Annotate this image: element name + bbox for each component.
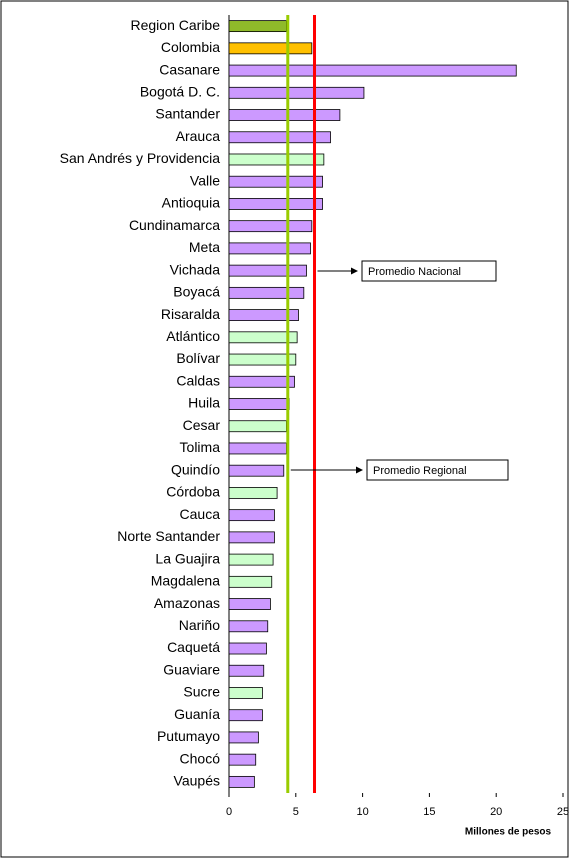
y-tick-label: Cesar <box>183 417 221 433</box>
bar <box>228 86 365 99</box>
bar <box>228 131 331 144</box>
bar <box>228 175 323 188</box>
bar <box>228 775 255 788</box>
annotation-text: Promedio Nacional <box>368 266 461 278</box>
y-tick-label: Atlántico <box>166 328 220 344</box>
bar <box>228 464 285 477</box>
bar <box>228 331 298 344</box>
bar <box>228 620 269 633</box>
y-tick-label: Vaupés <box>174 773 220 789</box>
bar <box>228 598 271 610</box>
y-tick-label: Huila <box>188 395 220 411</box>
y-tick-label: Guaviare <box>163 661 220 677</box>
y-tick-label: Cauca <box>180 506 221 522</box>
bar <box>228 753 257 766</box>
bar <box>228 353 297 366</box>
bar <box>228 309 299 321</box>
y-tick-label: Norte Santander <box>117 528 220 544</box>
x-tick-label: 5 <box>293 806 299 818</box>
bar <box>228 687 263 699</box>
bar <box>228 420 287 433</box>
y-tick-label: Tolima <box>180 439 221 455</box>
y-tick-label: Nariño <box>179 617 220 633</box>
y-tick-label: San Andrés y Providencia <box>60 150 221 166</box>
y-tick-label: Casanare <box>159 61 220 77</box>
y-tick-label: Chocó <box>180 750 221 766</box>
x-tick-label: 0 <box>226 806 232 818</box>
y-tick-label: Bogotá D. C. <box>140 84 220 100</box>
bar <box>228 42 313 55</box>
x-axis-label: Millones de pesos <box>465 827 552 838</box>
y-tick-label: Arauca <box>176 128 221 144</box>
bar <box>228 109 341 121</box>
annotation-box <box>361 260 497 282</box>
bar <box>228 731 259 744</box>
bar <box>228 398 290 410</box>
arrow-head <box>356 466 363 474</box>
bar <box>228 286 305 299</box>
bar <box>228 64 517 77</box>
y-tick-label: Putumayo <box>157 728 220 744</box>
x-tick-label: 25 <box>557 806 569 818</box>
bar <box>228 531 275 544</box>
y-tick-label: Meta <box>189 239 220 255</box>
bar <box>228 553 274 566</box>
y-tick-label: Valle <box>190 172 220 188</box>
y-tick-label: Antioquia <box>162 195 221 211</box>
bar <box>228 487 278 499</box>
y-tick-label: Amazonas <box>154 595 220 611</box>
y-tick-label: Vichada <box>170 261 221 277</box>
y-tick-label: Santander <box>155 106 220 122</box>
y-tick-label: La Guajira <box>155 550 220 566</box>
y-tick-label: Cundinamarca <box>129 217 220 233</box>
bar <box>228 575 273 588</box>
y-tick-label: Bolívar <box>176 350 220 366</box>
bar <box>228 242 311 255</box>
y-tick-label: Magdalena <box>151 573 220 589</box>
y-tick-label: Region Caribe <box>131 17 221 33</box>
y-tick-label: Quindío <box>171 461 220 477</box>
y-tick-label: Caldas <box>176 372 220 388</box>
bar <box>228 375 295 388</box>
y-tick-label: Risaralda <box>161 306 220 322</box>
y-tick-label: Sucre <box>183 684 220 700</box>
bar <box>228 642 267 655</box>
bar <box>228 153 325 166</box>
x-tick-label: 20 <box>490 806 502 818</box>
bar <box>228 220 313 233</box>
bar <box>228 442 287 455</box>
bar <box>228 664 265 677</box>
bar <box>228 709 263 722</box>
y-tick-label: Guanía <box>174 706 220 722</box>
x-tick-label: 15 <box>423 806 435 818</box>
bar <box>228 198 323 210</box>
y-tick-label: Boyacá <box>173 284 220 300</box>
y-tick-label: Córdoba <box>166 484 220 500</box>
bar <box>228 20 287 33</box>
annotation-box <box>366 459 509 481</box>
bar <box>228 264 307 277</box>
y-tick-label: Caquetá <box>167 639 220 655</box>
bar <box>228 509 275 522</box>
y-tick-label: Colombia <box>161 39 220 55</box>
x-tick-label: 10 <box>356 806 368 818</box>
arrow-head <box>351 267 358 275</box>
annotation-text: Promedio Regional <box>373 465 467 477</box>
